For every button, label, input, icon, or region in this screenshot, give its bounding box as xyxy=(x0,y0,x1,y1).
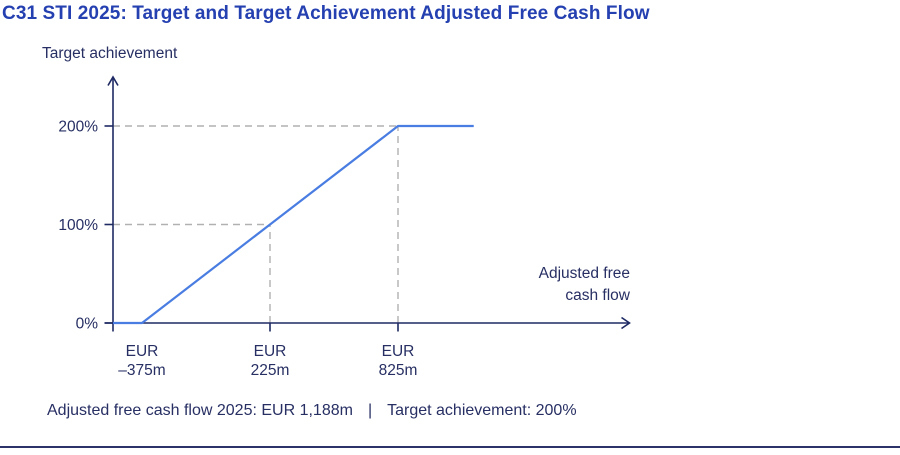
caption: Adjusted free cash flow 2025: EUR 1,188m… xyxy=(47,402,577,420)
y-tick-label: 0% xyxy=(76,316,99,333)
caption-separator: | xyxy=(367,402,373,419)
y-tick-label: 200% xyxy=(58,119,98,136)
x-axis-title-line1: Adjusted free xyxy=(538,265,630,282)
caption-cash-flow-result: Adjusted free cash flow 2025: EUR 1,188m xyxy=(47,402,353,419)
y-tick-label: 100% xyxy=(58,217,98,234)
y-axis-arrowhead xyxy=(107,75,119,86)
x-tick-label: EUR –375m xyxy=(118,343,165,379)
caption-target-achievement-result: Target achievement: 200% xyxy=(387,402,577,419)
bottom-rule xyxy=(0,446,900,448)
chart-title: C31 STI 2025: Target and Target Achievem… xyxy=(2,3,650,24)
achievement-line xyxy=(112,124,474,325)
x-axis-title-line2: cash flow xyxy=(565,287,630,304)
x-tick-label: EUR 825m xyxy=(379,343,418,379)
x-tick-label: EUR 225m xyxy=(251,343,290,379)
x-axis-title: Adjusted free cash flow xyxy=(539,263,630,307)
x-axis-arrowhead xyxy=(621,316,631,330)
y-axis-title: Target achievement xyxy=(42,45,178,62)
